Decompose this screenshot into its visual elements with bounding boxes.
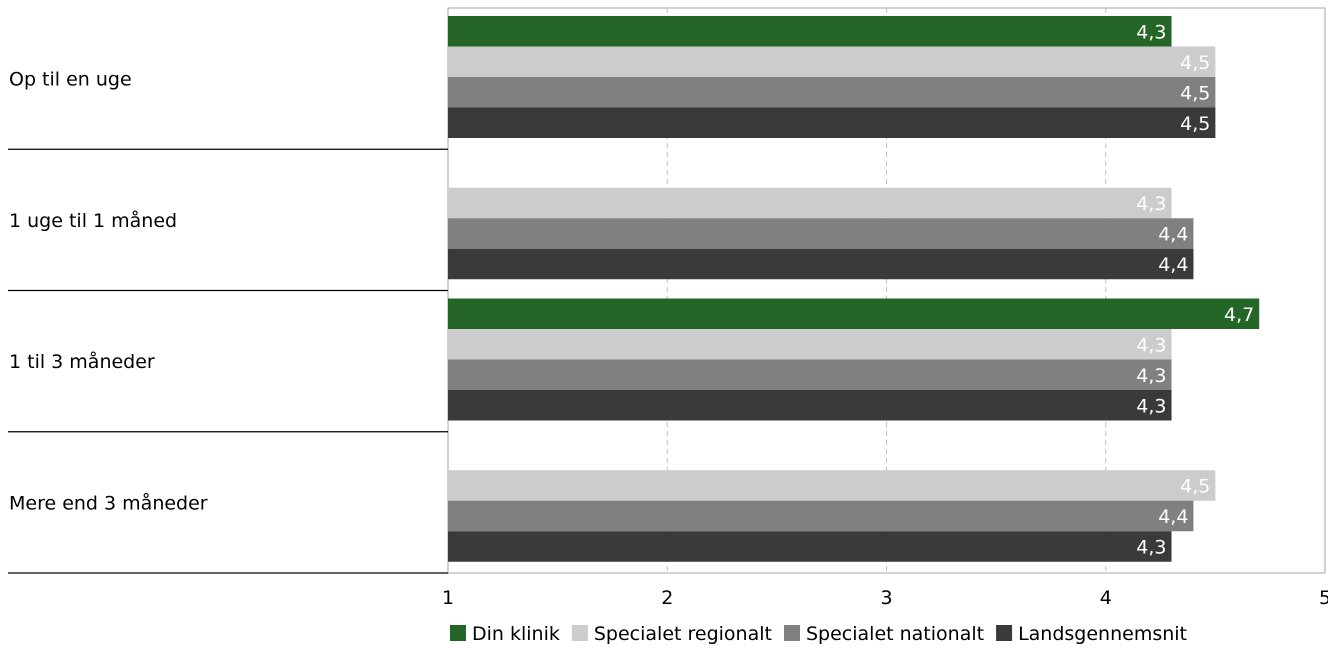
bar-value-label: 4,3 — [1136, 365, 1166, 387]
bar-value-label: 4,4 — [1158, 254, 1188, 276]
category-label: 1 uge til 1 måned — [9, 209, 177, 232]
legend-swatch — [571, 625, 588, 641]
category-label: 1 til 3 måneder — [9, 350, 155, 373]
x-tick-label: 3 — [880, 587, 892, 609]
bar-value-label: 4,3 — [1136, 395, 1166, 417]
bar — [448, 531, 1172, 562]
legend-entry: Specialet nationalt — [806, 623, 984, 645]
bar-value-label: 4,5 — [1180, 82, 1210, 104]
legend-entry: Landsgennemsnit — [1018, 623, 1187, 645]
bar-value-label: 4,5 — [1180, 52, 1210, 74]
bar-value-label: 4,4 — [1158, 506, 1188, 528]
bar — [448, 16, 1172, 47]
x-tick-label: 1 — [442, 587, 454, 609]
bar — [448, 329, 1172, 360]
x-tick-label: 4 — [1100, 587, 1112, 609]
bar — [448, 390, 1172, 421]
bar-value-label: 4,7 — [1224, 304, 1254, 326]
legend-entry: Specialet regionalt — [594, 623, 772, 645]
bar-value-label: 4,4 — [1158, 224, 1188, 246]
bar — [448, 470, 1216, 501]
x-tick-label: 5 — [1319, 587, 1328, 609]
legend-entry: Din klinik — [472, 623, 560, 645]
bar-value-label: 4,5 — [1180, 476, 1210, 498]
bar-value-label: 4,3 — [1136, 537, 1166, 559]
bar — [448, 46, 1216, 77]
x-tick-label: 2 — [661, 587, 673, 609]
bar — [448, 298, 1260, 329]
bar — [448, 77, 1216, 108]
bar-value-label: 4,5 — [1180, 113, 1210, 135]
bar-value-label: 4,3 — [1136, 193, 1166, 215]
bar-value-label: 4,3 — [1136, 334, 1166, 356]
legend-swatch — [996, 625, 1013, 641]
category-label: Mere end 3 måneder — [9, 491, 208, 514]
bar — [448, 500, 1194, 532]
bar — [448, 218, 1194, 249]
legend-swatch — [450, 625, 466, 641]
category-label: Op til en uge — [9, 69, 132, 91]
bar — [448, 107, 1216, 138]
bar-value-label: 4,3 — [1136, 21, 1166, 43]
bar — [448, 248, 1194, 280]
bar — [448, 187, 1172, 219]
legend-swatch — [783, 625, 800, 641]
bar — [448, 359, 1172, 390]
